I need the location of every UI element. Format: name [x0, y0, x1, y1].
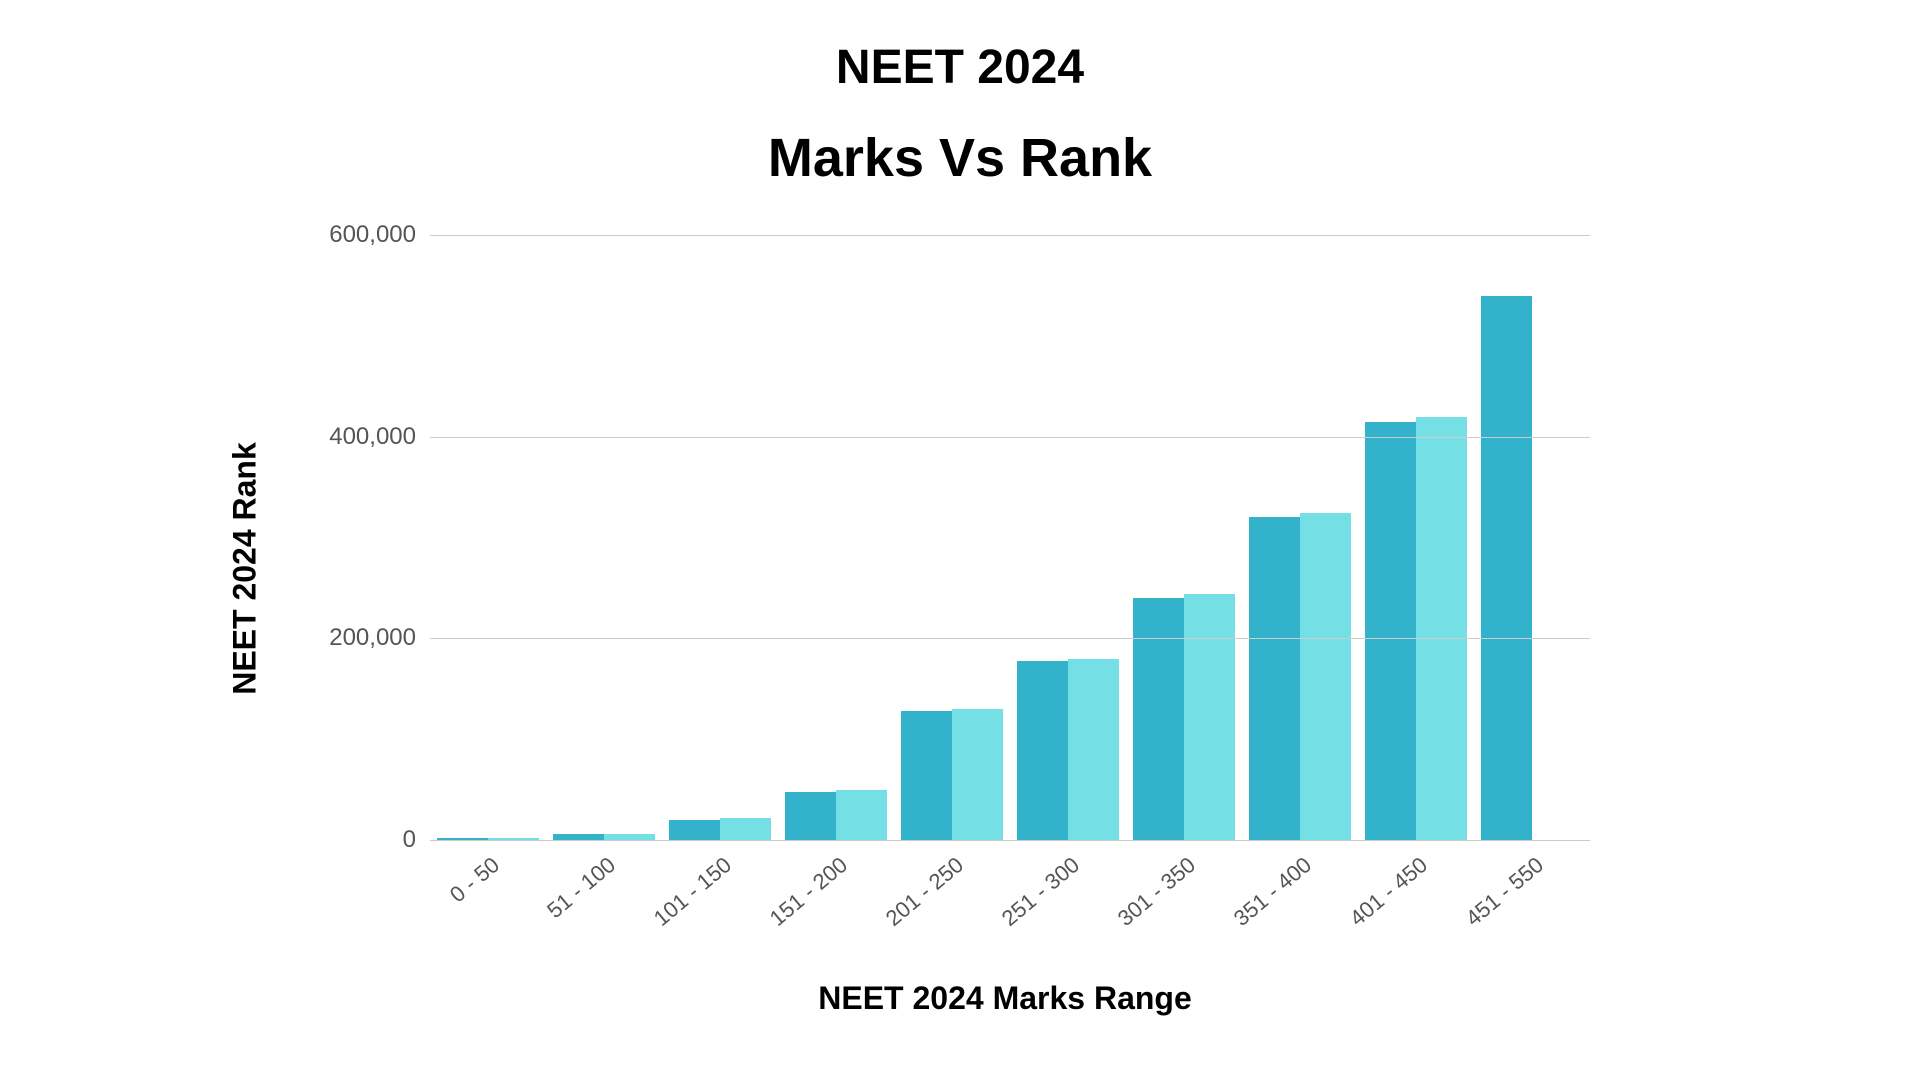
xtick-label: 0 - 50: [373, 852, 505, 968]
bar-series1: [1365, 422, 1416, 840]
xtick-label: 451 - 550: [1417, 852, 1549, 968]
ytick-label: 200,000: [329, 624, 416, 652]
marks-vs-rank-chart: NEET 2024 Marks Vs Rank NEET 2024 Rank N…: [0, 0, 1920, 1080]
bars-container: [430, 235, 1590, 840]
ytick-label: 600,000: [329, 221, 416, 249]
bar-series2: [720, 818, 771, 840]
y-axis-label: NEET 2024 Rank: [227, 369, 264, 769]
chart-title-line2: Marks Vs Rank: [0, 127, 1920, 189]
ytick-label: 0: [403, 826, 416, 854]
xtick-label: 251 - 300: [953, 852, 1085, 968]
bar-series2: [836, 790, 887, 840]
bar-series1: [1481, 296, 1532, 841]
gridline: [430, 840, 1590, 841]
bar-series2: [1416, 417, 1467, 841]
xtick-label: 301 - 350: [1069, 852, 1201, 968]
bar-series1: [1017, 661, 1068, 840]
bar-series1: [785, 792, 836, 840]
bar-series2: [1300, 513, 1351, 840]
xtick-label: 401 - 450: [1301, 852, 1433, 968]
bar-series1: [1133, 598, 1184, 840]
x-axis-label: NEET 2024 Marks Range: [705, 980, 1305, 1017]
gridline: [430, 437, 1590, 438]
chart-title: NEET 2024 Marks Vs Rank: [0, 40, 1920, 189]
xtick-label: 51 - 100: [489, 852, 621, 968]
chart-title-line1: NEET 2024: [0, 40, 1920, 95]
bar-series2: [1184, 594, 1235, 840]
xtick-label: 151 - 200: [721, 852, 853, 968]
bar-series2: [1068, 659, 1119, 841]
bar-series1: [901, 711, 952, 840]
bar-series1: [1249, 517, 1300, 840]
gridline: [430, 638, 1590, 639]
plot-area: 0200,000400,000600,0000 - 5051 - 100101 …: [430, 235, 1590, 840]
bar-series1: [669, 820, 720, 840]
bar-series2: [952, 709, 1003, 840]
xtick-label: 101 - 150: [605, 852, 737, 968]
gridline: [430, 235, 1590, 236]
xtick-label: 201 - 250: [837, 852, 969, 968]
ytick-label: 400,000: [329, 423, 416, 451]
xtick-label: 351 - 400: [1185, 852, 1317, 968]
